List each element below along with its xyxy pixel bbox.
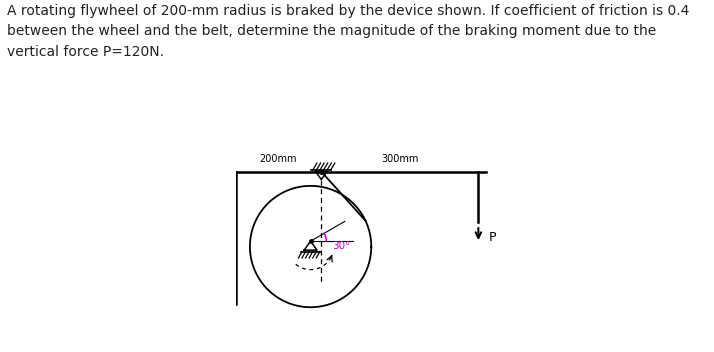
Text: 300mm: 300mm: [381, 155, 418, 164]
Text: P: P: [489, 231, 497, 244]
Text: 30°: 30°: [332, 241, 351, 251]
Text: A rotating flywheel of 200-mm radius is braked by the device shown. If coefficie: A rotating flywheel of 200-mm radius is …: [7, 4, 690, 59]
Text: 200mm: 200mm: [260, 155, 297, 164]
